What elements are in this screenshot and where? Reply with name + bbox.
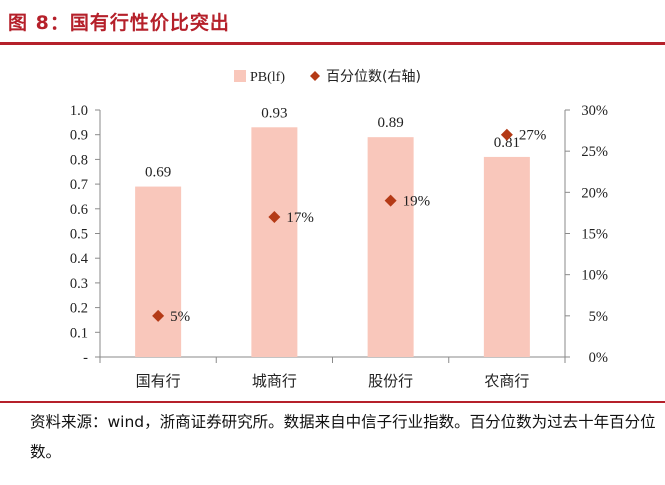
y-tick-label-left: 1.0 xyxy=(70,103,88,119)
y-tick-label-right: 20% xyxy=(581,185,608,201)
y-tick-label-right: 25% xyxy=(581,144,608,160)
percentile-label: 5% xyxy=(170,309,190,325)
chart-area: PB(lf) 百分位数(右轴) - 0.1 0.2 0.3 0.4 0.5 0.6 0.7 0.8 0… xyxy=(0,48,665,400)
bar-value-label: 0.69 xyxy=(145,165,171,181)
chart-svg: PB(lf) 百分位数(右轴) - 0.1 0.2 0.3 0.4 0.5 0.6 0.7 0.8 0… xyxy=(70,69,608,390)
bar xyxy=(135,186,182,357)
percentile-marker xyxy=(500,128,513,141)
legend-label-bar: PB(lf) xyxy=(250,70,285,85)
percentile-label: 17% xyxy=(286,210,314,226)
x-tick-label: 国有行 xyxy=(136,372,181,390)
y-tick-label-right: 5% xyxy=(589,309,608,325)
y-tick-label-right: 30% xyxy=(581,103,608,119)
percentile-marker xyxy=(152,309,165,322)
y-tick-label-left: 0.9 xyxy=(70,128,88,144)
bar-value-label: 0.93 xyxy=(261,105,287,121)
source-rule xyxy=(0,401,665,403)
bar xyxy=(251,127,298,357)
legend-swatch-marker xyxy=(310,71,320,81)
percentile-marker xyxy=(268,211,281,224)
y-tick-label-left: 0.8 xyxy=(70,152,88,168)
x-tick-label: 农商行 xyxy=(484,372,529,390)
x-tick-label: 城商行 xyxy=(252,372,297,390)
bar-value-label: 0.81 xyxy=(494,135,520,151)
percentile-label: 27% xyxy=(519,128,547,144)
percentile-label: 19% xyxy=(403,194,431,210)
figure-title: 图 8：国有行性价比突出 xyxy=(8,12,230,34)
y-tick-label-right: 0% xyxy=(589,350,608,366)
y-tick-label-left: 0.7 xyxy=(70,177,88,193)
title-rule xyxy=(0,42,665,45)
bar-value-label: 0.89 xyxy=(378,115,404,131)
bar xyxy=(483,156,530,357)
y-tick-label-left: - xyxy=(83,350,88,366)
percentile-marker xyxy=(384,194,397,207)
y-tick-label-right: 15% xyxy=(581,227,608,243)
y-tick-label-right: 10% xyxy=(581,268,608,284)
y-tick-label-left: 0.4 xyxy=(70,251,89,267)
y-tick-label-left: 0.6 xyxy=(70,202,88,218)
legend-swatch-bar xyxy=(234,70,246,82)
y-tick-label-left: 0.1 xyxy=(70,325,88,341)
y-tick-label-left: 0.3 xyxy=(70,276,88,292)
legend-label-marker: 百分位数(右轴) xyxy=(326,69,421,85)
y-tick-label-left: 0.2 xyxy=(70,301,88,317)
x-tick-label: 股份行 xyxy=(368,372,413,390)
bar xyxy=(367,137,414,357)
source-note: 资料来源：wind，浙商证券研究所。数据来自中信子行业指数。百分位数为过去十年百… xyxy=(30,413,656,461)
y-tick-label-left: 0.5 xyxy=(70,227,88,243)
